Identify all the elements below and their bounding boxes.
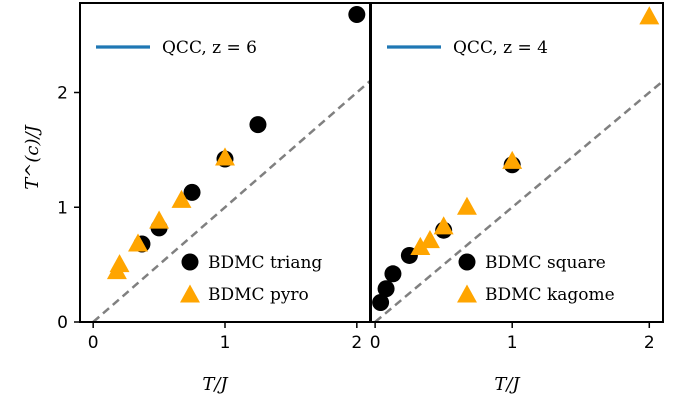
x-axis-label: T/J	[494, 374, 521, 395]
y-axis-label: T^(c)/J	[22, 123, 43, 189]
y-tick-label: 2	[57, 84, 68, 104]
diagonal-line	[92, 80, 370, 322]
legend-qcc-label: QCC, z = 4	[453, 38, 548, 58]
point-bdmc-kagome	[502, 150, 523, 169]
legend-qcc-label: QCC, z = 6	[162, 38, 257, 58]
panel-right: 0 1 2 T/J QCC, z = 4 BDMC square BDMC kagome	[370, 2, 664, 395]
point-bdmc-kagome	[456, 196, 477, 215]
y-tick-label: 0	[57, 313, 68, 333]
point-bdmc-kagome	[639, 6, 660, 25]
panel-left: 0 1 2 0 1 2 T/J T^(c)/J QCC, z = 6 BDMC triang BDM…	[22, 2, 371, 395]
x-tick-label: 2	[644, 333, 655, 353]
x-tick-label: 1	[507, 333, 518, 353]
legend-marker	[457, 284, 477, 303]
point-bdmc-kagome	[419, 230, 440, 249]
x-tick-label: 0	[370, 333, 381, 353]
legend-series-label: BDMC kagome	[485, 285, 615, 305]
point-bdmc-square	[372, 293, 390, 311]
point-bdmc-square	[384, 265, 402, 283]
y-tick-label: 1	[57, 198, 68, 218]
x-axis-label: T/J	[202, 374, 229, 395]
legend-marker	[181, 253, 199, 271]
point-bdmc-triang	[348, 5, 366, 23]
point-bdmc-kagome	[433, 216, 454, 235]
plot-frame	[370, 2, 664, 323]
point-bdmc-pyro	[215, 147, 235, 166]
point-bdmc-pyro	[149, 210, 170, 229]
legend-marker	[458, 253, 476, 271]
point-bdmc-triang	[183, 183, 201, 201]
legend-marker	[180, 284, 200, 303]
legend-series-label: BDMC triang	[208, 253, 322, 273]
point-bdmc-triang	[249, 116, 267, 134]
x-tick-label: 2	[351, 333, 362, 353]
legend-series-label: BDMC square	[485, 253, 606, 273]
diagonal-line	[374, 80, 663, 322]
legend-series-label: BDMC pyro	[208, 285, 309, 305]
point-bdmc-pyro	[171, 189, 192, 208]
point-bdmc-pyro	[128, 233, 148, 252]
point-bdmc-pyro	[109, 254, 130, 273]
x-tick-label: 0	[88, 333, 99, 353]
point-bdmc-kagome	[410, 236, 431, 255]
point-bdmc-square	[377, 280, 395, 298]
x-tick-label: 1	[220, 333, 231, 353]
